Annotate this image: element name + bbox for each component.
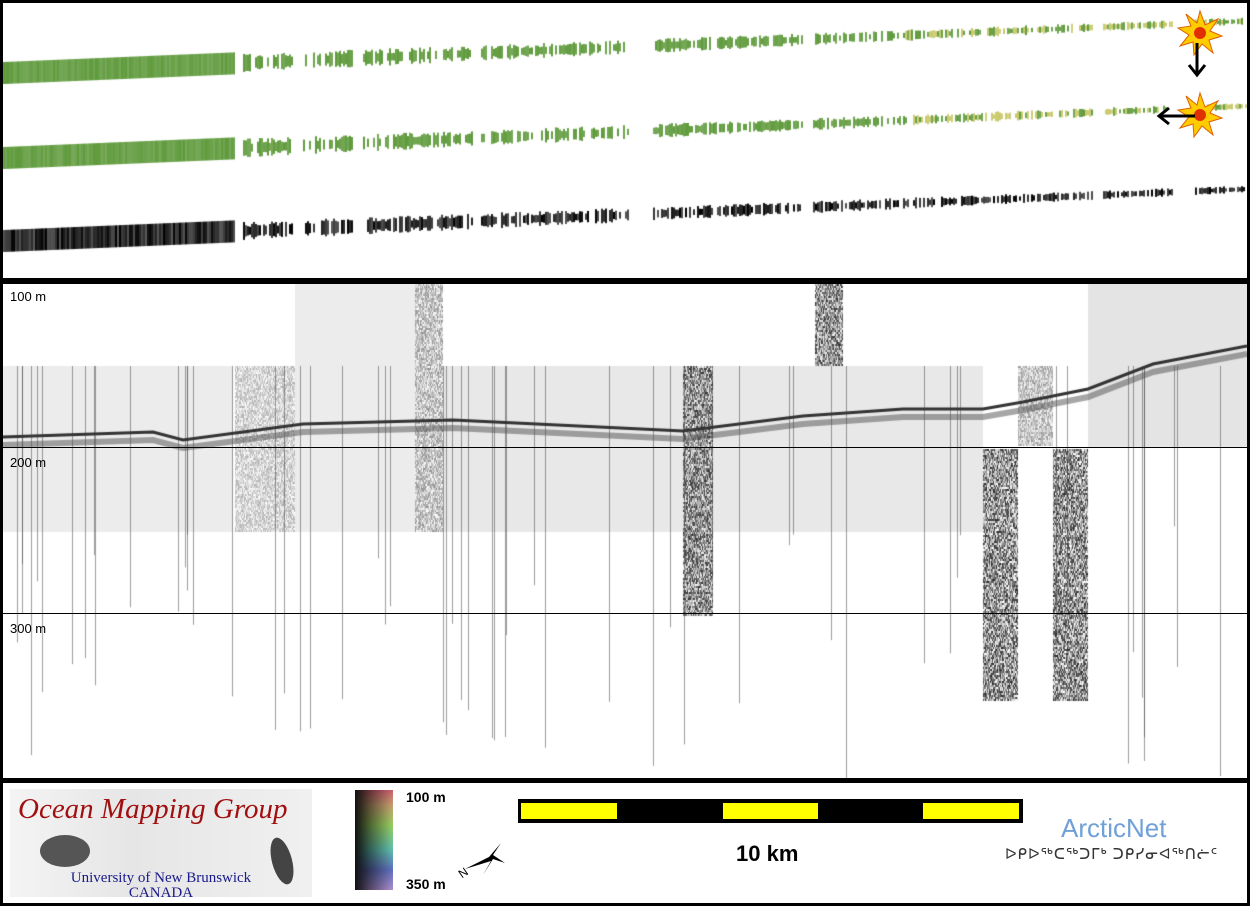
colorbar-top-label: 100 m [406,789,446,805]
swath-panel [3,3,1247,278]
scale-bar [518,799,1023,823]
arcticnet-inuktitut: ᐅᑭᐅᖅᑕᖅᑐᒥᒃ ᑐᑭᓯᓂᐊᖅᑎᓖᑦ [1005,845,1218,863]
north-arrow-icon: N [453,835,513,885]
depth-gridline-200 [3,447,1247,448]
depth-label-300: 300 m [10,621,46,636]
svg-text:N: N [456,865,471,881]
depth-label-100: 100 m [10,289,46,304]
logo-subtitle: University of New Brunswick CANADA [10,871,312,897]
ocean-mapping-group-logo: Ocean Mapping Group University of New Br… [10,789,312,897]
colorbar-bottom-label: 350 m [406,876,446,892]
profile-image [3,284,1247,778]
subbottom-profile-panel: 100 m 200 m 300 m [3,284,1247,778]
sun-icon-north [1178,11,1222,55]
arcticnet-logo: ArcticNet [1061,813,1166,844]
depth-gridline-300 [3,613,1247,614]
scale-bar-label: 10 km [736,841,798,867]
arrow-down-icon [1189,43,1205,75]
sun-direction-overlay [3,3,1247,278]
depth-colorbar [355,790,393,890]
logo-title: Ocean Mapping Group [18,793,288,826]
depth-label-200: 200 m [10,455,46,470]
legend-panel: Ocean Mapping Group University of New Br… [3,783,1247,903]
